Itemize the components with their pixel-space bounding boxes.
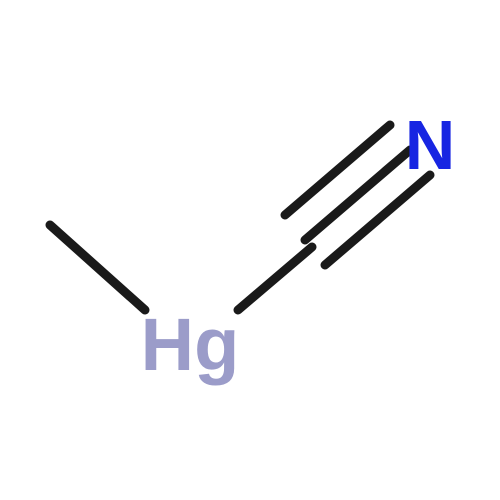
bond-line bbox=[50, 225, 145, 310]
atom-label-hg: Hg bbox=[141, 308, 240, 382]
bond-line bbox=[285, 125, 390, 215]
bond-line bbox=[325, 175, 430, 265]
bond-line bbox=[305, 150, 410, 240]
chemical-structure-diagram: Hg N bbox=[0, 0, 500, 500]
atom-label-n: N bbox=[405, 110, 456, 180]
bond-line bbox=[238, 247, 312, 310]
bond-layer bbox=[0, 0, 500, 500]
